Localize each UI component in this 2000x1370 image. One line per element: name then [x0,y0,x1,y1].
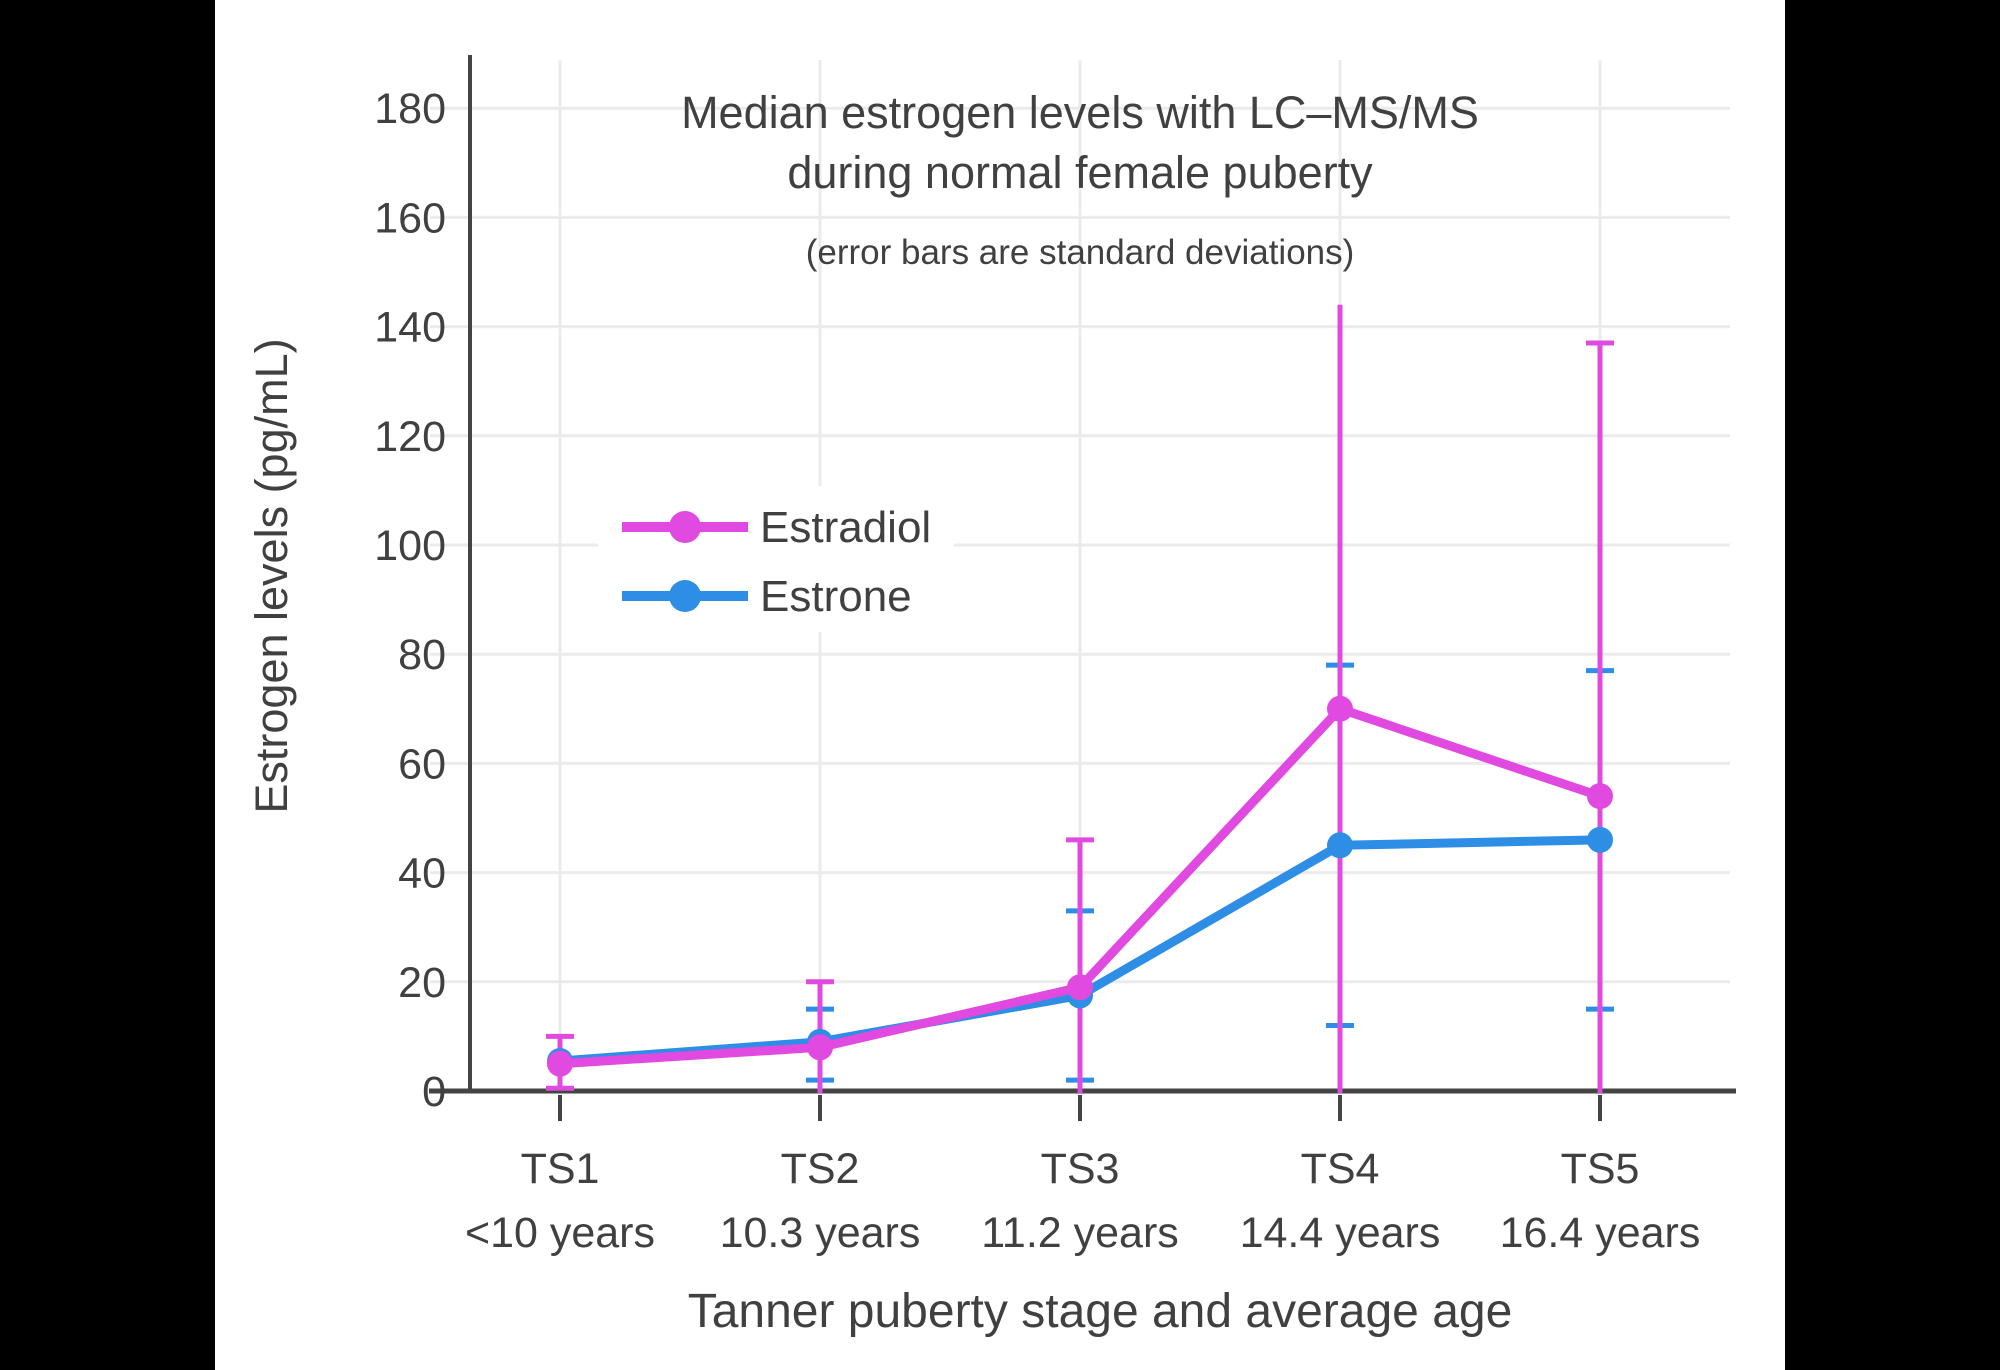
axes-layer: 0 20 40 60 80 100 120 140 160 180 TS1 <10 years TS2 1… [374,55,1736,1257]
legend-background [598,486,954,632]
data-point-marker[interactable] [1327,832,1353,859]
y-tick-label: 140 [374,304,446,352]
series-estradiol[interactable] [547,695,1613,1077]
data-point-marker[interactable] [1327,695,1353,722]
legend-marker-estradiol [669,511,701,543]
x-tick-label-stage: TS5 [1561,1145,1640,1193]
data-point-marker[interactable] [1587,783,1613,810]
data-point-marker[interactable] [547,1050,573,1077]
legend: Estradiol Estrone [598,486,954,632]
legend-item-estradiol[interactable]: Estradiol [622,503,931,552]
x-tick-label-age: <10 years [465,1209,655,1257]
y-tick-label: 0 [422,1068,446,1116]
y-tick-label: 40 [398,850,446,898]
data-point-marker[interactable] [1067,974,1093,1001]
data-point-marker[interactable] [807,1034,833,1061]
x-tick-label-stage: TS1 [521,1145,600,1193]
y-tick-label: 80 [398,631,446,679]
y-tick-label: 120 [374,413,446,461]
y-axis-title: Estrogen levels (pg/mL) [246,338,297,813]
legend-label-estrone: Estrone [760,572,912,621]
legend-label-estradiol: Estradiol [760,503,931,552]
x-tick-label-age: 14.4 years [1240,1209,1441,1257]
plot-layers: 0 20 40 60 80 100 120 140 160 180 TS1 <10 years TS2 1… [374,55,1736,1257]
y-tick-label: 100 [374,522,446,570]
x-tick-label-stage: TS2 [781,1145,860,1193]
x-tick-label-age: 10.3 years [720,1209,921,1257]
x-tick-label-age: 11.2 years [981,1209,1179,1257]
y-tick-label: 20 [398,959,446,1007]
chart-title-line2: during normal female puberty [787,147,1373,198]
x-tick-label-stage: TS3 [1041,1145,1120,1193]
data-point-marker[interactable] [1587,826,1613,853]
chart-subtitle: (error bars are standard deviations) [806,233,1355,272]
x-tick-label-stage: TS4 [1301,1145,1380,1193]
y-tick-label: 180 [374,85,446,133]
y-tick-label: 160 [374,194,446,242]
x-axis-title: Tanner puberty stage and average age [688,1285,1513,1338]
x-tick-label-age: 16.4 years [1500,1209,1701,1257]
chart-canvas [215,0,1785,1370]
y-tick-label: 60 [398,740,446,788]
legend-marker-estrone [669,580,701,612]
legend-item-estrone[interactable]: Estrone [622,572,912,621]
chart-title-line1: Median estrogen levels with LC–MS/MS [681,87,1479,138]
